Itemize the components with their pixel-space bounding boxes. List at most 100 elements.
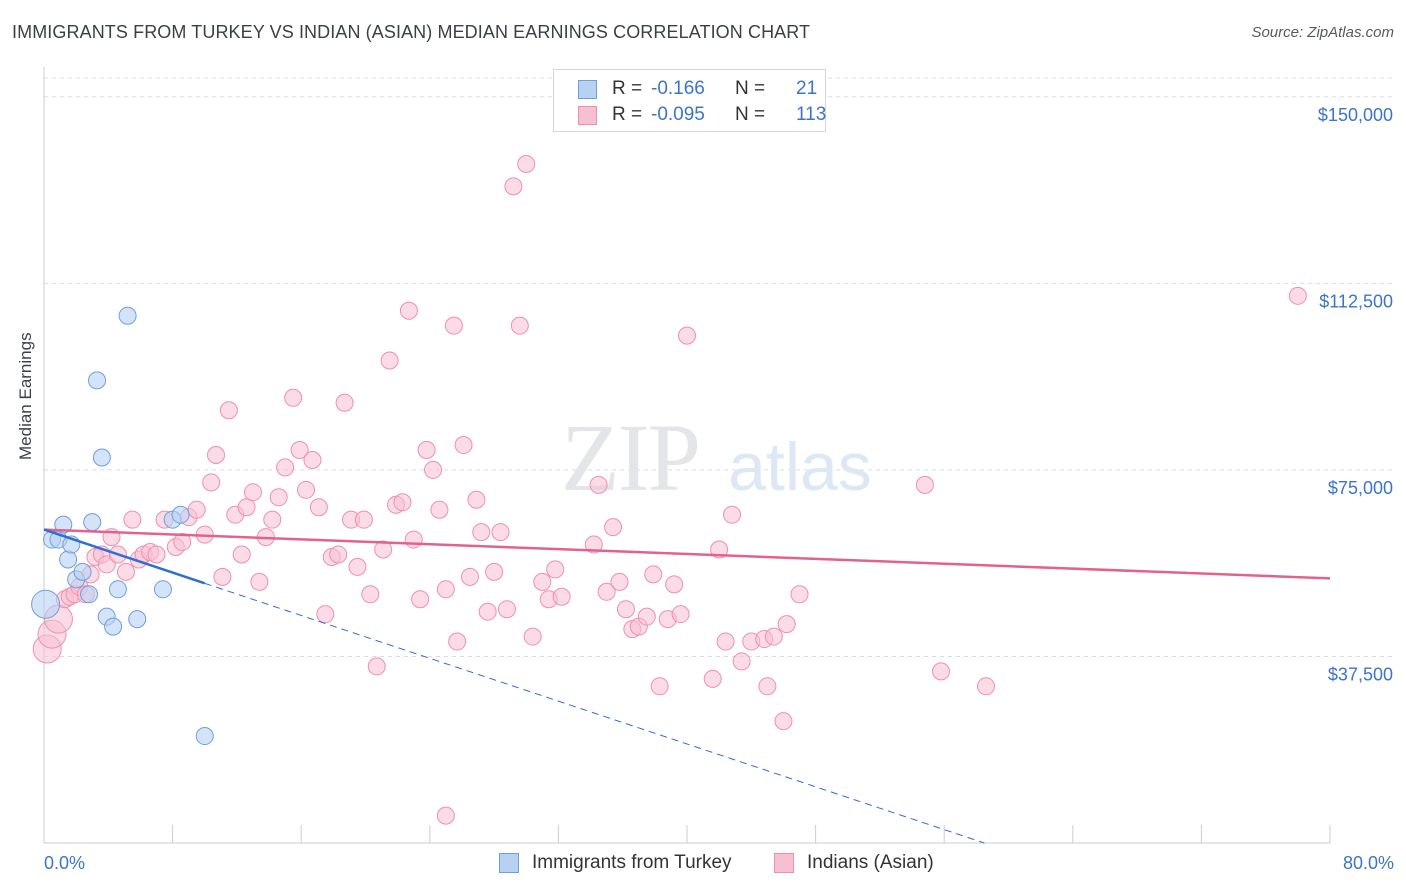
indian-data-point bbox=[976, 677, 995, 696]
indian-data-point bbox=[764, 627, 783, 646]
indian-data-point bbox=[703, 669, 722, 688]
y-tick-label: $75,000 bbox=[1328, 478, 1393, 498]
indian-data-point bbox=[777, 615, 796, 634]
indian-data-point bbox=[335, 393, 354, 412]
indian-data-point bbox=[297, 480, 316, 499]
tick-labels: $37,500 $75,000 $112,500 $150,000 0.0% 80.0% bbox=[44, 105, 1394, 873]
indian-data-point bbox=[589, 475, 608, 494]
n-label: N = bbox=[735, 78, 766, 99]
indian-data-point bbox=[472, 523, 491, 542]
turkey-swatch bbox=[578, 80, 597, 99]
indian-data-point bbox=[269, 488, 288, 507]
turkey-data-point bbox=[80, 585, 99, 604]
turkey-data-point bbox=[83, 513, 102, 532]
indian-data-point bbox=[219, 401, 238, 420]
indian-data-point bbox=[454, 436, 473, 455]
indian-data-point bbox=[504, 177, 523, 196]
indian-data-point bbox=[467, 490, 486, 509]
series-indians-asian bbox=[32, 155, 1307, 825]
indian-data-point bbox=[604, 518, 623, 537]
indian-data-point bbox=[399, 301, 418, 320]
y-tick-label: $37,500 bbox=[1328, 664, 1393, 684]
indian-data-point bbox=[491, 523, 510, 542]
indian-data-point bbox=[710, 540, 729, 559]
r-label: R = bbox=[612, 104, 643, 125]
indian-data-point bbox=[671, 605, 690, 624]
indian-data-point bbox=[237, 498, 256, 517]
indian-data-point bbox=[354, 510, 373, 529]
indian-data-point bbox=[213, 567, 232, 586]
r-value: -0.166 bbox=[651, 78, 705, 99]
x-tick-label: 80.0% bbox=[1343, 853, 1394, 873]
indian-data-point bbox=[637, 607, 656, 626]
indian-data-point bbox=[232, 545, 251, 564]
indian-swatch bbox=[578, 106, 597, 125]
turkey-data-point bbox=[59, 550, 78, 569]
source-label: Source: ZipAtlas.com bbox=[1251, 24, 1394, 41]
turkey-data-point bbox=[104, 617, 123, 636]
indian-data-point bbox=[546, 560, 565, 579]
indian-data-point bbox=[404, 530, 423, 549]
indian-data-point bbox=[678, 326, 696, 345]
indian-data-point bbox=[348, 557, 367, 576]
indian-data-point bbox=[732, 652, 751, 671]
indian-data-point bbox=[393, 493, 412, 512]
axes bbox=[43, 67, 1331, 844]
indian-data-point bbox=[790, 585, 809, 604]
indian-data-point bbox=[444, 316, 463, 335]
indian-data-point bbox=[316, 605, 335, 624]
trend-lines bbox=[43, 528, 1331, 844]
indian-data-point bbox=[329, 545, 348, 564]
turkey-legend-label: Immigrants from Turkey bbox=[532, 852, 732, 873]
indian-data-point bbox=[284, 388, 303, 407]
indian-data-point bbox=[460, 567, 479, 586]
turkey-data-point bbox=[108, 580, 127, 599]
indian-legend-label: Indians (Asian) bbox=[807, 852, 934, 873]
indian-data-point bbox=[448, 632, 467, 651]
indian-data-point bbox=[303, 450, 322, 469]
indian-data-point bbox=[97, 555, 116, 574]
indian-data-point bbox=[436, 806, 455, 825]
r-label: R = bbox=[612, 78, 643, 99]
indian-data-point bbox=[610, 572, 629, 591]
turkey-data-point bbox=[128, 610, 147, 629]
indian-data-point bbox=[644, 565, 663, 584]
indian-data-point bbox=[716, 632, 735, 651]
indian-data-point bbox=[276, 458, 295, 477]
indian-data-point bbox=[361, 585, 380, 604]
turkey-data-point bbox=[73, 562, 92, 581]
indian-data-point bbox=[290, 441, 309, 460]
indian-data-point bbox=[510, 316, 529, 335]
turkey-data-point bbox=[88, 371, 107, 390]
indian-data-point bbox=[650, 677, 669, 696]
y-tick-label: $112,500 bbox=[1319, 291, 1393, 311]
indian-trend-line bbox=[43, 528, 1331, 580]
watermark-zip: ZIP bbox=[561, 404, 699, 511]
indian-data-point bbox=[417, 441, 436, 460]
r-value: -0.095 bbox=[651, 104, 705, 125]
indian-data-point bbox=[758, 677, 777, 696]
indian-data-point bbox=[552, 587, 571, 606]
indian-data-point bbox=[367, 657, 386, 676]
n-value: 21 bbox=[796, 78, 818, 99]
indian-data-point bbox=[931, 662, 950, 681]
y-tick-label: $150,000 bbox=[1318, 105, 1393, 125]
indian-legend-swatch bbox=[774, 853, 794, 873]
indian-data-point bbox=[497, 600, 516, 619]
indian-data-point bbox=[380, 351, 399, 370]
indian-data-point bbox=[430, 500, 449, 519]
indian-data-point bbox=[584, 535, 603, 554]
indian-data-point bbox=[187, 500, 206, 519]
indian-data-point bbox=[485, 562, 504, 581]
n-value: 113 bbox=[796, 104, 827, 125]
turkey-data-point bbox=[31, 589, 61, 619]
indian-data-point bbox=[774, 712, 793, 731]
indian-data-point bbox=[436, 580, 455, 599]
turkey-data-point bbox=[54, 515, 73, 534]
indian-data-point bbox=[723, 505, 742, 524]
turkey-legend-swatch bbox=[499, 853, 519, 873]
indian-data-point bbox=[207, 446, 226, 464]
indian-data-point bbox=[147, 545, 166, 564]
indian-data-point bbox=[533, 572, 552, 591]
